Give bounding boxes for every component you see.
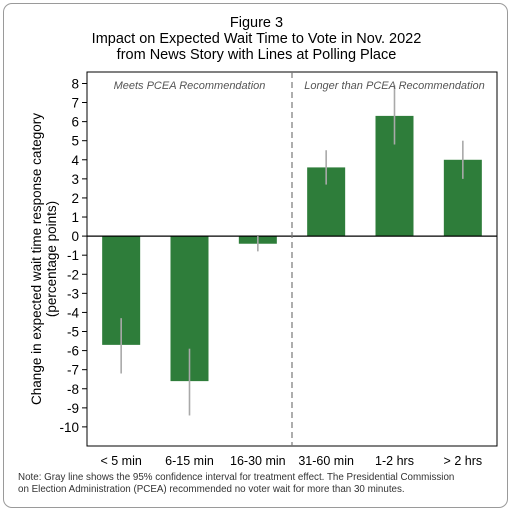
y-tick-label: 5: [71, 134, 79, 149]
x-tick-label: 6-15 min: [165, 454, 214, 468]
x-tick-label: > 2 hrs: [444, 454, 483, 468]
y-tick-label: -6: [67, 344, 79, 359]
y-tick-label: 8: [71, 76, 79, 91]
y-tick-label: 4: [71, 153, 79, 168]
y-axis-title-line-2: (percentage points): [44, 201, 59, 317]
figure-note: Note: Gray line shows the 95% confidence…: [18, 472, 503, 496]
x-tick-label: < 5 min: [100, 454, 141, 468]
y-tick-label: -3: [67, 286, 79, 301]
y-tick-label: -9: [67, 401, 79, 416]
y-tick-label: -2: [67, 267, 79, 282]
y-tick-label: -8: [67, 382, 79, 397]
y-tick-label: -7: [67, 363, 79, 378]
group-label: Longer than PCEA Recommendation: [304, 80, 485, 92]
y-tick-label: 2: [71, 191, 79, 206]
note-line-1: Note: Gray line shows the 95% confidence…: [18, 472, 455, 483]
chart-title-line-2: from News Story with Lines at Polling Pl…: [116, 47, 397, 63]
y-tick-label: -10: [59, 420, 79, 435]
figure-number: Figure 3: [229, 15, 284, 31]
bar-chart: 8 7 6 5 4 3 2 1 0 -1 -2 -3 -4 -5 -6 -7 -8 -9 -10 Change in …: [29, 71, 498, 468]
y-tick-label: -1: [67, 248, 79, 263]
plot-area-border: [86, 71, 498, 447]
y-axis-title-line-1: Change in expected wait time response ca…: [29, 113, 44, 405]
x-tick-label: 16-30 min: [230, 454, 286, 468]
group-label: Meets PCEA Recommendation: [114, 80, 266, 92]
y-tick-label: -4: [67, 305, 79, 320]
chart-title-line-1: Impact on Expected Wait Time to Vote in …: [91, 31, 422, 47]
y-tick-label: 3: [71, 172, 79, 187]
y-tick-label: 1: [71, 210, 79, 225]
note-line-2: on Election Administration (PCEA) recomm…: [18, 484, 405, 495]
figure-frame: Figure 3 Impact on Expected Wait Time to…: [3, 3, 508, 508]
y-tick-label: 7: [71, 96, 79, 111]
y-tick-label: -5: [67, 325, 79, 340]
x-tick-label: 1-2 hrs: [375, 454, 414, 468]
x-tick-label: 31-60 min: [298, 454, 354, 468]
y-tick-label: 6: [71, 115, 79, 130]
y-tick-label: 0: [71, 229, 79, 244]
